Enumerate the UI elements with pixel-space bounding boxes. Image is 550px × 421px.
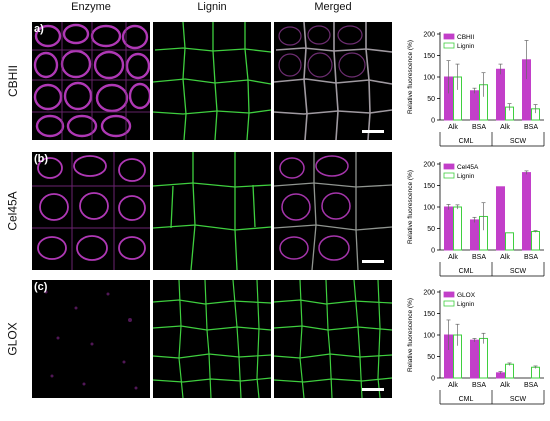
y-tick-label: 150 — [423, 53, 435, 60]
bar-chart-cbhii: 0 50 100 150 200 Relative fluorescence (%) Alk… — [398, 22, 548, 158]
bar-chart-svg: 0 50 100 150 200 Relative fluorescence (%) Alk… — [407, 290, 545, 405]
micrograph-cel45a-lignin — [153, 152, 271, 270]
x-tick-label: BSA — [472, 382, 486, 389]
x-tick-label: BSA — [524, 254, 538, 261]
scale-bar — [362, 260, 384, 263]
legend-swatch — [443, 33, 455, 40]
legend-entry: GLOX — [457, 292, 476, 299]
bar-lignin — [453, 206, 462, 251]
y-tick-label: 200 — [423, 162, 435, 169]
y-tick-label: 50 — [427, 226, 435, 233]
bar-cel45a — [522, 172, 531, 251]
row-label-glox: GLOX — [6, 322, 21, 356]
panel-letter-b: (b) — [34, 153, 49, 165]
micrograph-cbhii-enzyme: a) — [32, 22, 150, 140]
micrograph-cel45a-merged — [274, 152, 392, 270]
micrograph-glox-lignin — [153, 280, 271, 398]
legend-swatch — [443, 300, 455, 307]
y-tick-label: 150 — [423, 311, 435, 318]
bar-chart-glox: 0 50 100 150 200 Relative fluorescence (%) Alk… — [398, 280, 548, 416]
micrograph-cbhii-merged — [274, 22, 392, 140]
legend-entry: Lignin — [457, 301, 475, 308]
group-label: SCW — [510, 138, 527, 145]
y-tick-label: 100 — [423, 205, 435, 212]
bar-lignin — [531, 231, 540, 251]
y-tick-label: 0 — [431, 118, 435, 125]
legend-swatch — [443, 172, 455, 179]
bar-lignin — [505, 363, 514, 379]
x-tick-label: Alk — [500, 254, 510, 261]
legend-entry: Lignin — [457, 43, 475, 50]
bar-chart-svg: 0 50 100 150 200 Relative fluorescence (%) Alk… — [407, 32, 545, 147]
bar-cel45a — [496, 186, 505, 251]
bar-cbhii — [496, 68, 505, 121]
bar-chart-svg: 0 50 100 150 200 Relative fluorescence (%) Alk… — [407, 162, 545, 277]
y-tick-label: 200 — [423, 290, 435, 297]
bar-chart-cel45a: 0 50 100 150 200 Relative fluorescence (%) Alk… — [398, 152, 548, 288]
y-tick-label: 50 — [427, 354, 435, 361]
bar-lignin — [531, 366, 540, 379]
x-tick-label: Alk — [500, 382, 510, 389]
panel-letter-c: (c) — [34, 281, 48, 293]
micrograph-glox-merged — [274, 280, 392, 398]
scale-bar — [362, 388, 384, 391]
y-axis-label: Relative fluorescence (%) — [407, 40, 414, 114]
row-label-cbhii: CBHII — [6, 64, 21, 98]
x-tick-label: BSA — [472, 124, 486, 131]
group-label: SCW — [510, 268, 527, 275]
legend-swatch — [443, 42, 455, 49]
x-tick-label: Alk — [448, 382, 458, 389]
x-tick-label: BSA — [524, 124, 538, 131]
group-label: CML — [459, 268, 474, 275]
x-tick-label: BSA — [524, 382, 538, 389]
group-label: CML — [459, 396, 474, 403]
legend-entry: Cel45A — [457, 164, 479, 171]
y-tick-label: 100 — [423, 75, 435, 82]
legend-entry: Lignin — [457, 173, 475, 180]
bar-cel45a — [444, 206, 453, 251]
y-tick-label: 200 — [423, 32, 435, 39]
group-label: SCW — [510, 396, 527, 403]
bar-lignin — [505, 232, 514, 251]
y-tick-label: 50 — [427, 96, 435, 103]
legend-swatch — [443, 291, 455, 298]
micrograph-glox-enzyme: (c) — [32, 280, 150, 398]
x-tick-label: Alk — [500, 124, 510, 131]
micrograph-cbhii-lignin — [153, 22, 271, 140]
bar-cel45a — [470, 219, 479, 251]
y-tick-label: 0 — [431, 248, 435, 255]
scale-bar — [362, 130, 384, 133]
y-tick-label: 150 — [423, 183, 435, 190]
y-tick-label: 100 — [423, 333, 435, 340]
x-tick-label: BSA — [472, 254, 486, 261]
bar-glox — [470, 339, 479, 379]
column-title-lignin: Lignin — [197, 1, 227, 13]
bar-cbhii — [470, 90, 479, 121]
panel-letter-a: a) — [34, 23, 44, 35]
micrograph-cel45a-enzyme: (b) — [32, 152, 150, 270]
x-tick-label: Alk — [448, 124, 458, 131]
column-title-enzyme: Enzyme — [71, 1, 111, 13]
y-tick-label: 0 — [431, 376, 435, 383]
bar-lignin — [479, 337, 488, 379]
group-label: CML — [459, 138, 474, 145]
legend-entry: CBHII — [457, 34, 475, 41]
x-tick-label: Alk — [448, 254, 458, 261]
legend-swatch — [443, 163, 455, 170]
y-axis-label: Relative fluorescence (%) — [407, 298, 414, 372]
column-title-merged: Merged — [314, 1, 352, 13]
row-label-cel45a: Cel45A — [6, 191, 21, 231]
y-axis-label: Relative fluorescence (%) — [407, 170, 414, 244]
